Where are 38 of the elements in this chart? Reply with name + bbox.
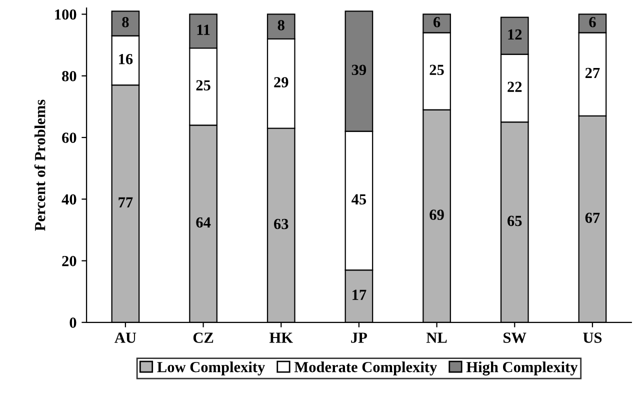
data-label: 25	[196, 80, 210, 90]
data-label: 45	[352, 194, 366, 204]
data-label: 27	[585, 68, 600, 78]
x-tick-label: US	[583, 332, 602, 343]
y-tick-label: 40	[62, 194, 76, 205]
data-label: 12	[508, 29, 522, 40]
y-tick-label: 100	[55, 9, 76, 20]
y-tick-label: 80	[62, 71, 76, 82]
x-tick-label: AU	[114, 332, 136, 343]
data-label: 8	[122, 16, 129, 28]
data-label: 67	[585, 212, 600, 223]
data-label: 63	[274, 218, 288, 230]
data-label: 77	[118, 197, 133, 208]
x-tick-label: NL	[426, 332, 447, 343]
data-label: 39	[352, 64, 366, 76]
data-label: 25	[430, 64, 444, 76]
x-tick-label: SW	[504, 332, 526, 343]
data-label: 6	[434, 17, 440, 28]
y-axis-title: Percent of Problems	[34, 100, 46, 231]
data-label: 11	[197, 24, 210, 35]
data-label: 17	[352, 290, 366, 300]
y-tick-label: 0	[70, 318, 76, 328]
data-label: 16	[119, 54, 133, 64]
x-tick-label: CZ	[193, 332, 214, 343]
data-label: 29	[274, 77, 288, 88]
data-label: 65	[508, 216, 522, 226]
data-label: 22	[508, 82, 522, 92]
data-label: 6	[589, 17, 596, 28]
x-tick-label: JP	[351, 332, 368, 343]
x-tick-label: HK	[270, 332, 293, 343]
y-tick-label: 20	[62, 256, 76, 266]
y-tick-label: 60	[62, 132, 76, 143]
legend-label: Low Complexity	[157, 361, 265, 376]
legend-label: Moderate Complexity	[294, 361, 438, 376]
data-label: 8	[278, 20, 284, 30]
data-label: 69	[430, 210, 444, 220]
data-label: 64	[196, 217, 211, 228]
legend-label: High Complexity	[466, 361, 578, 376]
